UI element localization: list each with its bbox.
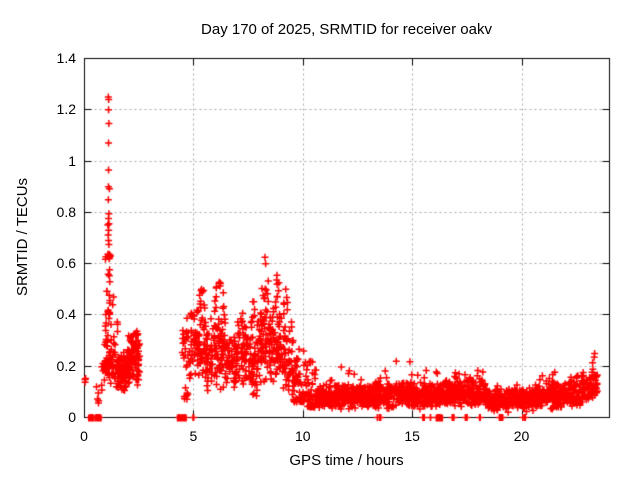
y-tick-label: 1.4 — [56, 50, 76, 66]
x-axis-label: GPS time / hours — [289, 452, 404, 469]
y-tick-label: 0.6 — [56, 255, 76, 272]
y-axis-label: SRMTID / TECUs — [14, 177, 31, 297]
x-tick-label: 15 — [404, 428, 420, 444]
x-tick-label: 20 — [513, 428, 530, 444]
y-tick-label: 0.4 — [56, 306, 76, 323]
y-tick-label: 1.2 — [56, 101, 76, 118]
x-tick-label: 0 — [80, 428, 88, 444]
x-tick-label: 10 — [294, 428, 311, 444]
chart-title: Day 170 of 2025, SRMTID for receiver oak… — [201, 21, 492, 38]
x-tick-label: 5 — [189, 428, 198, 444]
y-tick-label: 0 — [68, 409, 76, 425]
y-tick-label: 0.2 — [56, 357, 76, 374]
y-tick-label: 0.8 — [56, 203, 76, 220]
y-tick-label: 1 — [68, 152, 76, 169]
